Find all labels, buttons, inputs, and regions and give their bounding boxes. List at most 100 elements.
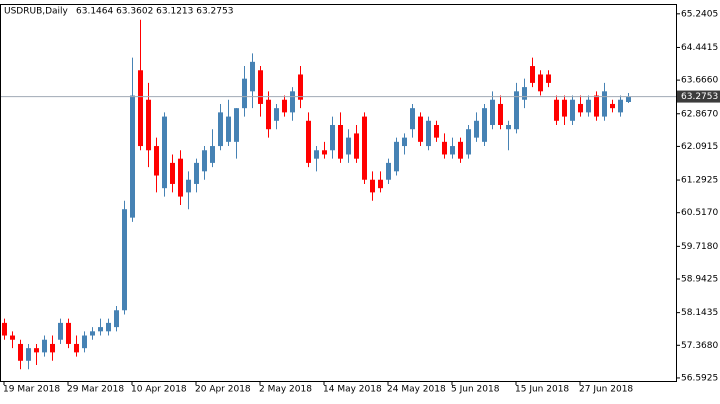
candle-body — [490, 99, 495, 125]
candle-body — [202, 150, 207, 172]
y-tick-label: 61.2925 — [681, 176, 718, 186]
candle-body — [394, 141, 399, 172]
candle-body — [434, 125, 439, 138]
candle-body — [562, 99, 567, 117]
candle-body — [354, 133, 359, 159]
x-tick-label: 19 Mar 2018 — [3, 385, 60, 395]
candle-body — [250, 61, 255, 92]
candle-body — [570, 99, 575, 121]
candle-body — [610, 103, 615, 109]
candle-body — [186, 179, 191, 193]
candle-body — [18, 343, 23, 361]
candle-body — [378, 179, 383, 189]
candle-body — [474, 120, 479, 138]
last-price-box — [677, 90, 720, 103]
candle-body — [178, 158, 183, 197]
candle-body — [114, 310, 119, 328]
candle-body — [458, 141, 463, 159]
candle-body — [50, 343, 55, 353]
candle-body — [594, 95, 599, 117]
candle-body — [626, 96, 631, 102]
candle-body — [322, 150, 327, 155]
candle-body — [154, 146, 159, 176]
x-tick-label: 20 Apr 2018 — [195, 385, 251, 395]
candle-body — [226, 116, 231, 142]
candle-body — [26, 348, 31, 361]
candle-body — [106, 322, 111, 332]
x-tick-label: 15 Jun 2018 — [515, 385, 569, 395]
candle-body — [538, 74, 543, 92]
y-tick-label: 58.9425 — [681, 275, 718, 285]
candle-body — [514, 91, 519, 130]
x-tick-label: 27 Jun 2018 — [579, 385, 633, 395]
candle-body — [10, 335, 15, 340]
candle-body — [2, 322, 7, 336]
candle-body — [546, 74, 551, 83]
candle-body — [258, 70, 263, 104]
candle-body — [554, 99, 559, 121]
candle-body — [170, 162, 175, 184]
candle-body — [578, 103, 583, 113]
candle-body — [42, 339, 47, 353]
x-tick-label: 2 May 2018 — [259, 385, 312, 395]
candle-body — [82, 335, 87, 349]
candle-body — [338, 125, 343, 159]
candle-body — [66, 322, 71, 344]
candle-body — [146, 99, 151, 151]
y-tick-label: 65.2405 — [681, 9, 718, 19]
candle-body — [290, 91, 295, 113]
y-tick-label: 60.5170 — [681, 208, 718, 218]
plot-frame — [0, 4, 677, 382]
candle-body — [58, 322, 63, 340]
candle-body — [330, 125, 335, 151]
y-tick-label: 63.6660 — [681, 76, 718, 86]
candle-body — [618, 99, 623, 113]
candle-body — [386, 162, 391, 180]
candle-body — [298, 74, 303, 100]
candle-body — [274, 108, 279, 121]
candle-body — [482, 108, 487, 142]
x-tick-label: 14 May 2018 — [323, 385, 382, 395]
candle-body — [402, 137, 407, 147]
candle-body — [426, 120, 431, 147]
y-tick-label: 64.4415 — [681, 43, 718, 53]
x-tick-label: 5 Jun 2018 — [451, 385, 500, 395]
candle-body — [266, 99, 271, 130]
candle-body — [130, 95, 135, 218]
x-tick-label: 29 Mar 2018 — [67, 385, 124, 395]
candle-body — [450, 146, 455, 155]
candle-body — [314, 150, 319, 159]
candle-body — [362, 116, 367, 180]
y-tick-label: 56.5925 — [681, 373, 718, 383]
candle-body — [194, 162, 199, 184]
candle-body — [90, 331, 95, 336]
candle-body — [218, 112, 223, 147]
candle-body — [162, 116, 167, 189]
x-tick-label: 24 May 2018 — [387, 385, 446, 395]
candle-body — [34, 348, 39, 353]
candle-body — [122, 209, 127, 311]
candle-body — [210, 146, 215, 163]
candle-body — [370, 179, 375, 193]
candle-body — [522, 87, 527, 100]
candle-body — [138, 70, 143, 147]
candle-body — [74, 343, 79, 353]
candle-body — [234, 108, 239, 142]
ohlc-info: 63.1464 63.3602 63.1213 63.2753 — [76, 7, 233, 17]
candle-body — [410, 108, 415, 130]
candle-body — [602, 91, 607, 117]
candle-body — [242, 78, 247, 109]
y-tick-label: 57.3680 — [681, 341, 718, 351]
candle-body — [98, 327, 103, 332]
candle-body — [442, 141, 447, 155]
candle-body — [466, 129, 471, 155]
candle-body — [306, 120, 311, 163]
x-tick-label: 10 Apr 2018 — [131, 385, 187, 395]
candle-body — [498, 103, 503, 125]
candle-body — [418, 116, 423, 142]
candle-body — [506, 125, 511, 130]
last-price-label: 63.2753 — [681, 92, 718, 102]
candle-body — [586, 99, 591, 113]
